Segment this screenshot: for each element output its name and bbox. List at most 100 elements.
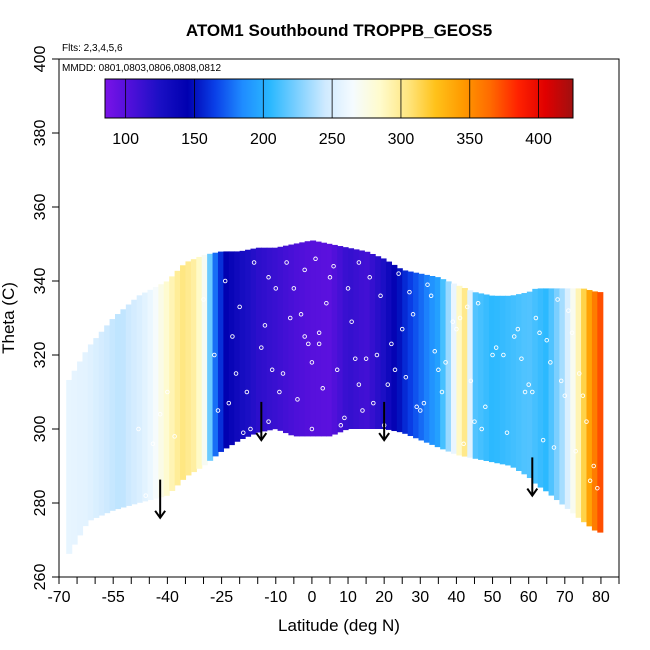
x-axis: -70 -55 -40 -25 -10 0 10 20 30 40 50 60 70 80	[47, 577, 620, 606]
field-column	[342, 247, 349, 431]
field-column	[418, 273, 425, 441]
observation-point	[519, 356, 524, 361]
observation-point	[465, 304, 470, 310]
observation-point	[399, 326, 405, 332]
field-column	[98, 331, 105, 516]
field-column	[185, 261, 192, 476]
observation-point	[298, 312, 304, 317]
field-column	[272, 247, 279, 430]
x-tick-label: 20	[375, 589, 393, 606]
observation-point	[331, 263, 336, 269]
dates-annotation: MMDD: 0801,0803,0806,0808,0812	[62, 63, 221, 74]
observation-point	[201, 297, 206, 302]
observation-point	[530, 389, 535, 395]
field-column	[364, 251, 371, 429]
observation-point	[407, 289, 412, 295]
observation-point	[157, 411, 163, 417]
observation-point	[367, 275, 372, 280]
observation-point	[295, 397, 300, 402]
observation-point	[136, 426, 141, 432]
observation-point	[504, 430, 510, 435]
x-tick-label: -10	[264, 589, 287, 606]
field-column	[505, 295, 512, 466]
x-tick-label: 60	[520, 589, 538, 606]
y-tick-label: 320	[32, 342, 49, 369]
observation-point	[483, 404, 488, 410]
field-column	[212, 252, 219, 457]
observation-point	[306, 341, 311, 347]
observation-point	[457, 315, 463, 321]
field-column	[385, 261, 392, 430]
field-column	[348, 248, 355, 429]
colorbar: 100 150 200 250 300 350 400	[104, 78, 574, 148]
field-column	[358, 250, 365, 429]
y-axis-title: Theta (C)	[0, 282, 18, 354]
observation-point	[443, 360, 448, 365]
field-column	[483, 294, 490, 461]
field-column	[320, 242, 327, 437]
observation-point	[396, 249, 401, 254]
observation-point	[526, 382, 531, 387]
field-column	[266, 247, 273, 431]
field-column	[461, 288, 468, 457]
observation-point	[172, 434, 177, 439]
arrow-head	[378, 432, 390, 442]
observation-point	[566, 308, 571, 313]
field-column	[120, 309, 127, 508]
colorbar-tick-label: 250	[319, 131, 346, 148]
field-column	[423, 274, 430, 443]
y-tick-label: 260	[32, 564, 49, 591]
observation-point	[302, 334, 307, 339]
colorbar-tick-label: 300	[388, 131, 415, 148]
observation-point	[226, 400, 232, 406]
field-column	[250, 248, 257, 435]
field-column	[310, 240, 317, 437]
observation-point	[436, 367, 441, 373]
field-column	[125, 304, 132, 506]
field-column	[234, 251, 241, 442]
field-column	[440, 279, 447, 450]
observation-point	[248, 426, 253, 432]
observation-point	[269, 367, 275, 373]
observation-point	[212, 352, 217, 358]
observation-point	[584, 419, 589, 424]
observation-point	[291, 286, 297, 291]
observation-point	[558, 378, 564, 384]
observation-point	[309, 426, 315, 432]
observation-point	[493, 345, 499, 350]
field-column	[451, 283, 458, 454]
field-column	[283, 245, 290, 434]
field-column	[228, 251, 235, 446]
observation-point	[262, 323, 268, 328]
observation-point	[522, 389, 528, 395]
field-column	[223, 251, 230, 449]
field-column	[77, 361, 84, 536]
field-column	[532, 288, 539, 484]
observation-point	[241, 430, 246, 435]
observation-point	[302, 267, 307, 273]
field-column	[142, 292, 149, 502]
colorbar-gradient	[104, 78, 574, 119]
observation-point	[580, 393, 586, 398]
observation-point	[244, 389, 250, 395]
arrow-head	[526, 488, 539, 498]
observation-point	[165, 389, 170, 395]
field-column	[570, 288, 577, 514]
observation-point	[356, 382, 362, 387]
field-column	[526, 291, 533, 479]
observation-point	[461, 441, 466, 447]
field-column	[217, 251, 224, 452]
observation-point	[562, 393, 568, 398]
observation-point	[237, 304, 242, 310]
field-column	[472, 292, 479, 459]
field-column	[131, 299, 138, 505]
x-tick-label: 80	[592, 589, 610, 606]
observation-point	[595, 485, 600, 491]
field-column	[277, 246, 284, 431]
y-tick-label: 380	[32, 120, 49, 147]
field-column	[196, 256, 203, 469]
field-column	[158, 284, 165, 498]
observation-point	[360, 408, 365, 413]
field-column	[315, 241, 322, 437]
flights-annotation: Flts: 2,3,4,5,6	[62, 43, 123, 54]
